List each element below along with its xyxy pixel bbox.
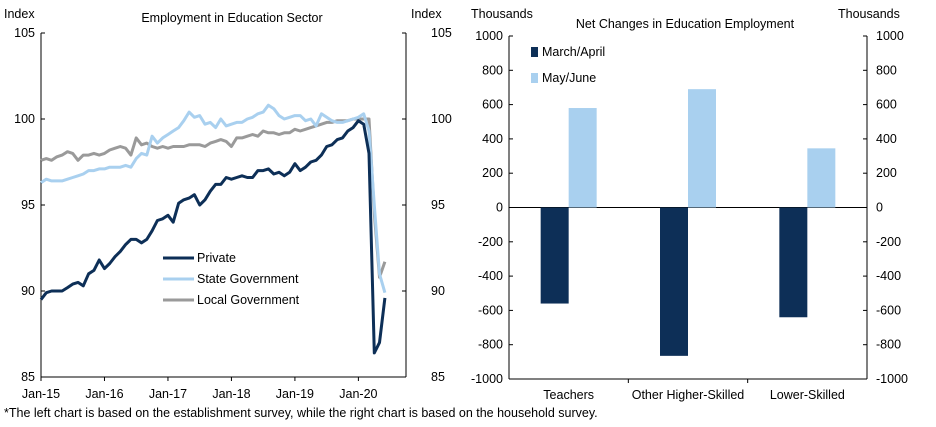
footnote: *The left chart is based on the establis… (4, 406, 598, 420)
y-tick-label-right--200: -200 (876, 235, 901, 249)
y-tick-label-left--200: -200 (478, 235, 503, 249)
y-tick-label-left--800: -800 (478, 338, 503, 352)
y-tick-label-right-0: 0 (876, 201, 883, 215)
y-tick-label-left-600: 600 (482, 98, 503, 112)
x-tick-label-jan-16: Jan-16 (85, 387, 123, 401)
legend-label-may-june: May/June (542, 71, 596, 85)
y-tick-label-left-85: 85 (21, 370, 35, 384)
y-tick-label-right-100: 100 (431, 112, 452, 126)
y-tick-label-right-1000: 1000 (876, 29, 904, 43)
left-chart-left-axis-label: Index (4, 7, 35, 21)
legend-label-local-government: Local Government (197, 293, 300, 307)
legend-swatch-march-april (531, 47, 538, 57)
y-tick-label-right-200: 200 (876, 166, 897, 180)
x-tick-label-lower-skilled: Lower-Skilled (770, 388, 845, 402)
y-tick-label-right--400: -400 (876, 269, 901, 283)
series-line-local-government (40, 117, 387, 279)
x-tick-label-other-higher-skilled: Other Higher-Skilled (632, 388, 745, 402)
y-tick-label-left-1000: 1000 (475, 29, 503, 43)
x-tick-label-jan-20: Jan-20 (339, 387, 377, 401)
y-tick-label-left-105: 105 (14, 26, 35, 40)
series-line-private (39, 119, 387, 355)
right-chart-bars (540, 89, 836, 356)
y-tick-label-left-100: 100 (14, 112, 35, 126)
y-tick-label-right--600: -600 (876, 303, 901, 317)
right-chart-left-axis-label: Thousands (471, 7, 533, 21)
bar-lower-skilled-march-april (779, 207, 808, 318)
right-chart-title: Net Changes in Education Employment (576, 17, 795, 31)
bar-teachers-may-june (568, 108, 597, 208)
right-chart-right-axis-label: Thousands (838, 7, 900, 21)
y-tick-label-left-800: 800 (482, 63, 503, 77)
left-chart-series-lines (39, 103, 387, 355)
x-tick-label-jan-18: Jan-18 (212, 387, 250, 401)
left-chart-title: Employment in Education Sector (141, 11, 322, 25)
right-chart-net-changes: Net Changes in Education Employment Thou… (471, 7, 908, 402)
y-tick-label-right--800: -800 (876, 338, 901, 352)
y-tick-label-right-600: 600 (876, 98, 897, 112)
legend-label-private: Private (197, 251, 236, 265)
y-tick-label-right-400: 400 (876, 132, 897, 146)
legend-label-march-april: March/April (542, 45, 605, 59)
left-chart-right-axis-label: Index (411, 7, 442, 21)
x-tick-label-jan-15: Jan-15 (22, 387, 60, 401)
y-tick-label-right-800: 800 (876, 63, 897, 77)
y-tick-label-right-85: 85 (431, 370, 445, 384)
left-chart-employment-index: Employment in Education Sector Index Ind… (4, 7, 452, 401)
y-tick-label-left--1000: -1000 (471, 372, 503, 386)
right-chart-legend: March/April May/June (531, 45, 605, 85)
y-tick-label-right-105: 105 (431, 26, 452, 40)
x-tick-label-jan-17: Jan-17 (149, 387, 187, 401)
right-chart-tick-labels: -1000 -1000 -800 -800 -600 -600 -400 -400 -200 -2… (471, 29, 908, 402)
y-tick-label-left-95: 95 (21, 198, 35, 212)
y-tick-label-right--1000: -1000 (876, 372, 908, 386)
bar-other-higher-skilled-may-june (688, 89, 716, 208)
y-tick-label-left-200: 200 (482, 166, 503, 180)
bar-teachers-march-april (540, 207, 569, 304)
y-tick-label-left--400: -400 (478, 269, 503, 283)
left-chart-plot-frame (40, 32, 407, 381)
y-tick-label-right-90: 90 (431, 284, 445, 298)
bar-lower-skilled-may-june (807, 148, 836, 208)
bar-other-higher-skilled-march-april (660, 207, 688, 356)
left-chart-tick-labels: 85 85 90 90 95 95 100 100 105 105 Jan-15 Jan-16 Jan-… (14, 26, 452, 401)
legend-swatch-may-june (531, 73, 538, 83)
left-chart-legend: Private State Government Local Government (163, 251, 300, 307)
legend-label-state-government: State Government (197, 272, 299, 286)
x-tick-label-teachers: Teachers (543, 388, 594, 402)
y-tick-label-left-90: 90 (21, 284, 35, 298)
y-tick-label-left-400: 400 (482, 132, 503, 146)
x-tick-label-jan-19: Jan-19 (276, 387, 314, 401)
y-tick-label-left-0: 0 (496, 201, 503, 215)
series-line-state-government (40, 103, 387, 294)
y-tick-label-left--600: -600 (478, 303, 503, 317)
y-tick-label-right-95: 95 (431, 198, 445, 212)
